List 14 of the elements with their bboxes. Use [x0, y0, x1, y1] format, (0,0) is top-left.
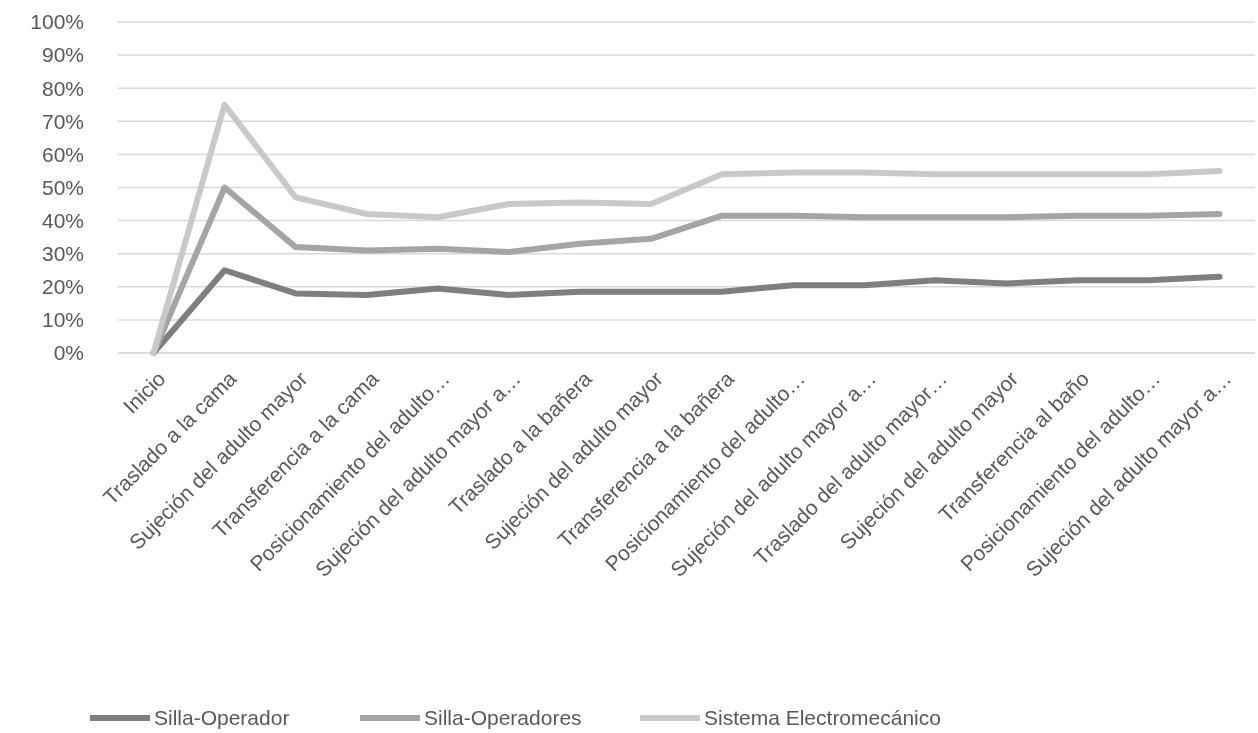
y-tick-label: 60% [41, 142, 84, 166]
y-tick-label: 80% [41, 76, 84, 100]
legend-label: Silla-Operadores [424, 706, 582, 730]
y-tick-label: 30% [41, 242, 84, 266]
y-tick-label: 100% [30, 10, 84, 34]
legend-label: Silla-Operador [154, 706, 290, 730]
y-tick-label: 10% [41, 308, 84, 332]
y-tick-label: 40% [41, 208, 84, 232]
legend-label: Sistema Electromecánico [704, 706, 941, 730]
y-tick-label: 50% [41, 175, 84, 199]
y-tick-label: 20% [41, 275, 84, 299]
y-tick-label: 0% [53, 341, 84, 365]
y-tick-label: 90% [41, 43, 84, 67]
y-tick-label: 70% [41, 109, 84, 133]
